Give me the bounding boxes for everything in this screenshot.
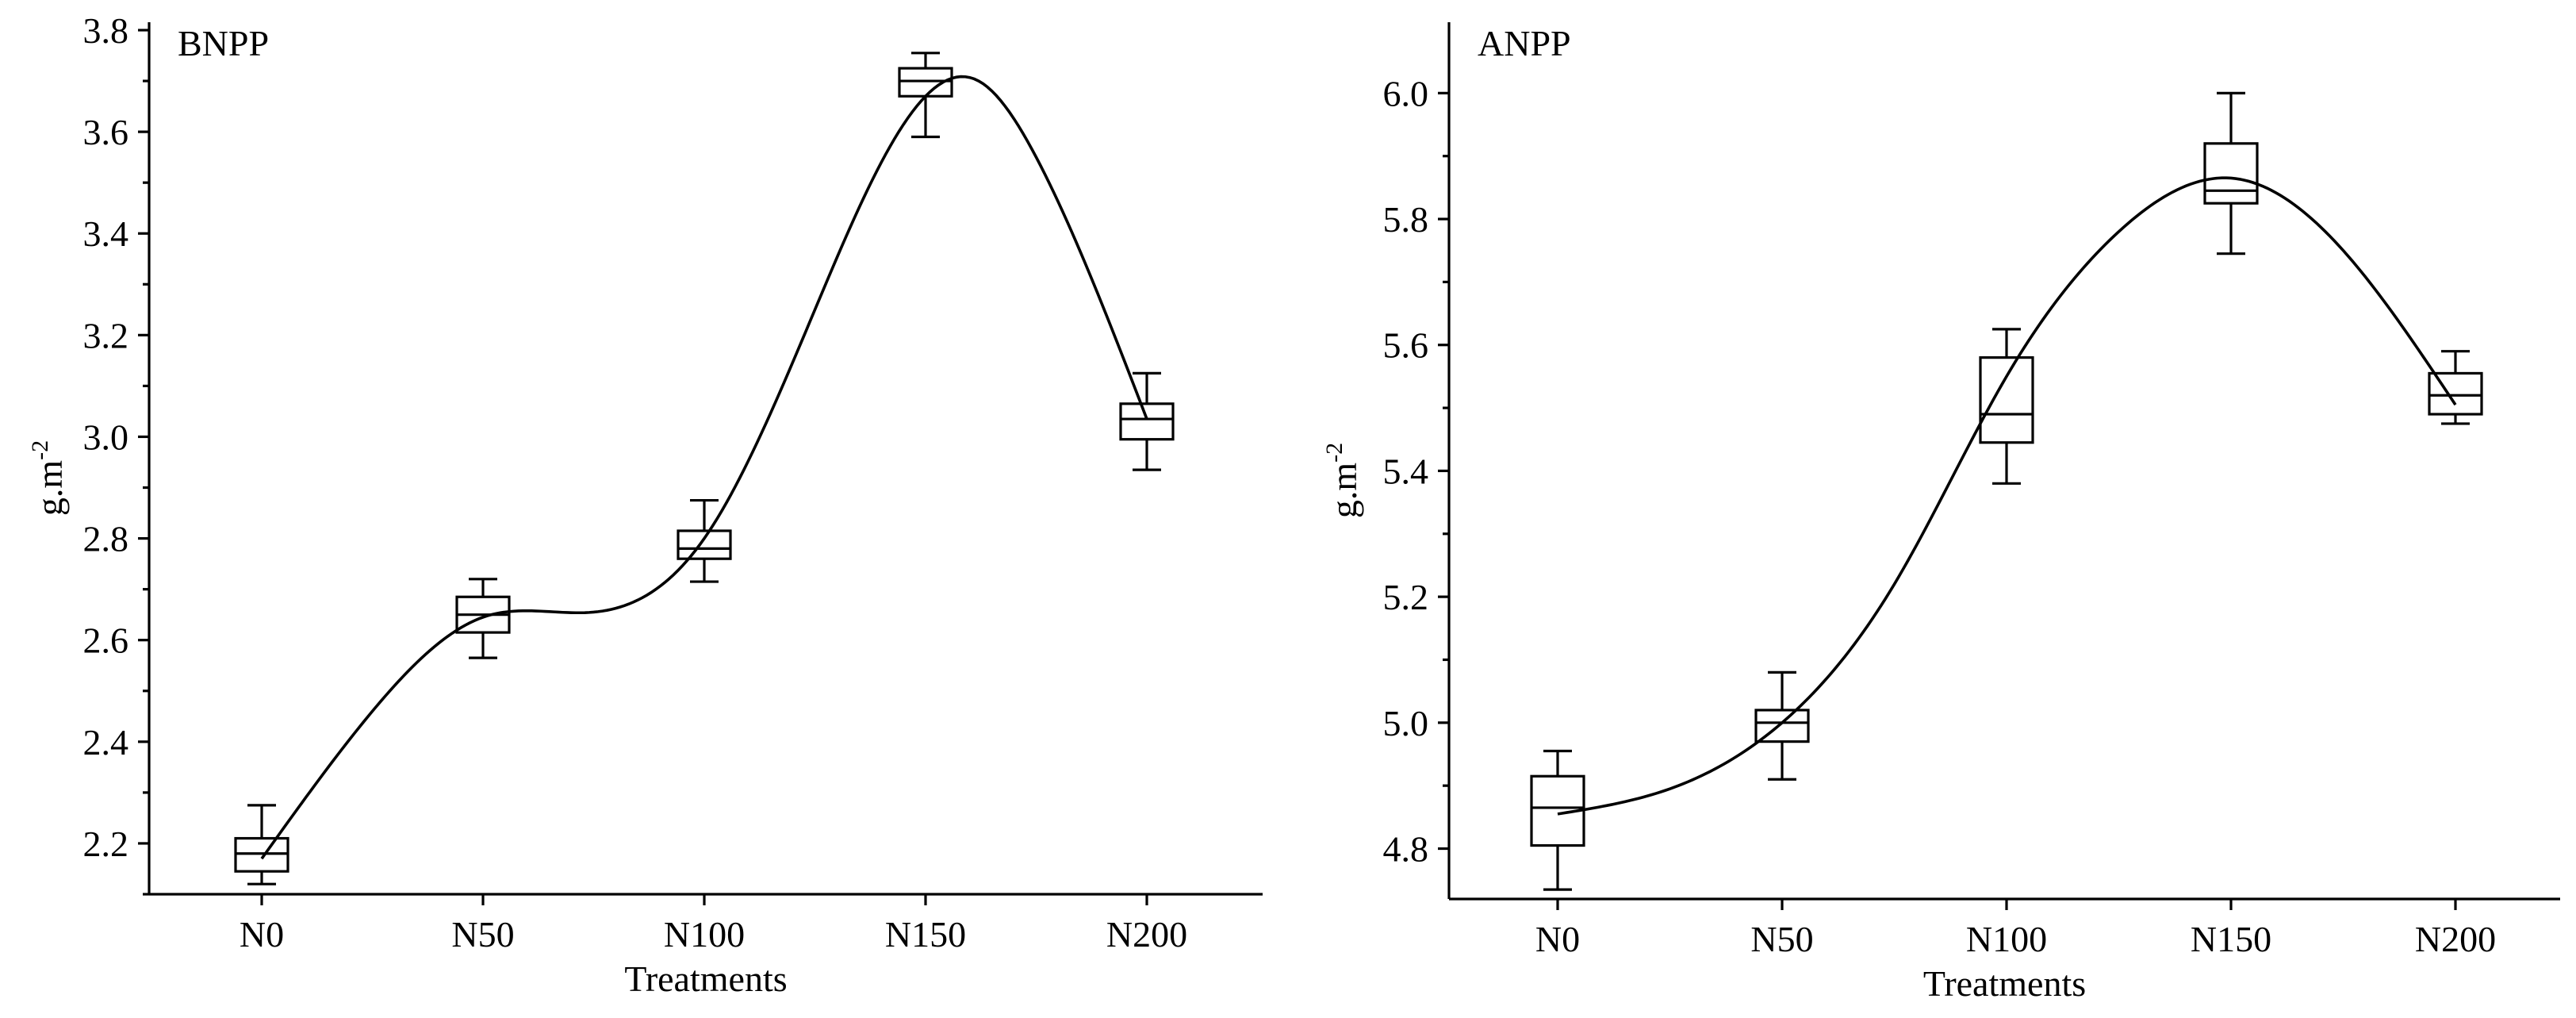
anpp-y-tick-label: 5.2 xyxy=(1383,577,1429,617)
iqr-box xyxy=(677,529,732,560)
anpp-panel-title: ANPP xyxy=(1478,23,1571,63)
anpp-y-tick-label: 6.0 xyxy=(1383,73,1429,113)
bnpp-x-tick-label: N50 xyxy=(451,914,514,955)
anpp-panel: 4.8 5.0 5.2 5.4 5.6 5.8 6.0 N0 N50 N100 N150 N200 Tr… xyxy=(1321,22,2560,1004)
bnpp-box-N100 xyxy=(677,498,732,583)
iqr-box xyxy=(2203,142,2259,205)
anpp-fit-curve xyxy=(1557,176,2457,816)
bnpp-y-axis-title: g.m-2 xyxy=(27,440,70,516)
anpp-box-N150 xyxy=(2203,91,2259,255)
iqr-box xyxy=(1979,356,2034,444)
anpp-box-N100 xyxy=(1979,328,2034,485)
anpp-x-tick-label: N0 xyxy=(1535,919,1580,959)
anpp-box-N50 xyxy=(1754,670,1810,781)
anpp-y-tick-label: 4.8 xyxy=(1383,829,1429,870)
anpp-x-tick-label: N50 xyxy=(1750,919,1813,959)
bnpp-fit-curve xyxy=(260,75,1148,860)
bnpp-x-tick-label: N100 xyxy=(664,914,745,955)
bnpp-y-tick-label: 3.4 xyxy=(83,213,129,254)
anpp-y-tick-label: 5.0 xyxy=(1383,703,1429,743)
anpp-y-axis-title-base: g.m xyxy=(1324,463,1364,519)
bnpp-y-tick-label: 3.6 xyxy=(83,112,129,152)
bnpp-box-N0 xyxy=(234,804,289,885)
anpp-y-tick-label: 5.6 xyxy=(1383,325,1429,366)
bnpp-y-tick-label: 2.4 xyxy=(83,722,129,763)
bnpp-y-tick-label: 2.8 xyxy=(83,519,129,559)
anpp-x-tick-label: N200 xyxy=(2415,919,2496,959)
bnpp-panel: 2.2 2.4 2.6 2.8 3.0 3.2 3.4 3.6 3.8 N0 N50 N100 N150… xyxy=(27,10,1263,999)
iqr-box xyxy=(234,836,289,873)
anpp-y-tick-label: 5.8 xyxy=(1383,199,1429,240)
anpp-x-axis-title: Treatments xyxy=(1923,963,2086,1004)
iqr-box xyxy=(1119,402,1175,441)
bnpp-y-axis-title-superscript: -2 xyxy=(27,440,53,460)
anpp-y-axis-title-superscript: -2 xyxy=(1321,443,1347,463)
anpp-box-N0 xyxy=(1530,749,1585,891)
bnpp-y-tick-label: 3.2 xyxy=(83,315,129,355)
anpp-x-tick-label: N100 xyxy=(1966,919,2047,959)
bnpp-y-tick-label: 2.6 xyxy=(83,620,129,661)
anpp-y-tick-label: 5.4 xyxy=(1383,451,1429,491)
bnpp-y-tick-label: 3.0 xyxy=(83,417,129,457)
bnpp-panel-title: BNPP xyxy=(178,23,269,63)
bnpp-x-axis-title: Treatments xyxy=(624,958,787,999)
bnpp-y-axis-title-base: g.m xyxy=(29,460,70,517)
anpp-y-axis-title: g.m-2 xyxy=(1321,443,1364,518)
bnpp-x-tick-label: N0 xyxy=(240,914,284,955)
bnpp-y-tick-label: 2.2 xyxy=(83,824,129,864)
anpp-x-tick-label: N150 xyxy=(2191,919,2271,959)
bnpp-box-N200 xyxy=(1119,371,1175,471)
anpp-box-N200 xyxy=(2428,350,2483,425)
bnpp-y-tick-label: 3.8 xyxy=(83,10,129,51)
bnpp-x-tick-label: N150 xyxy=(885,914,966,955)
bnpp-x-tick-label: N200 xyxy=(1106,914,1187,955)
